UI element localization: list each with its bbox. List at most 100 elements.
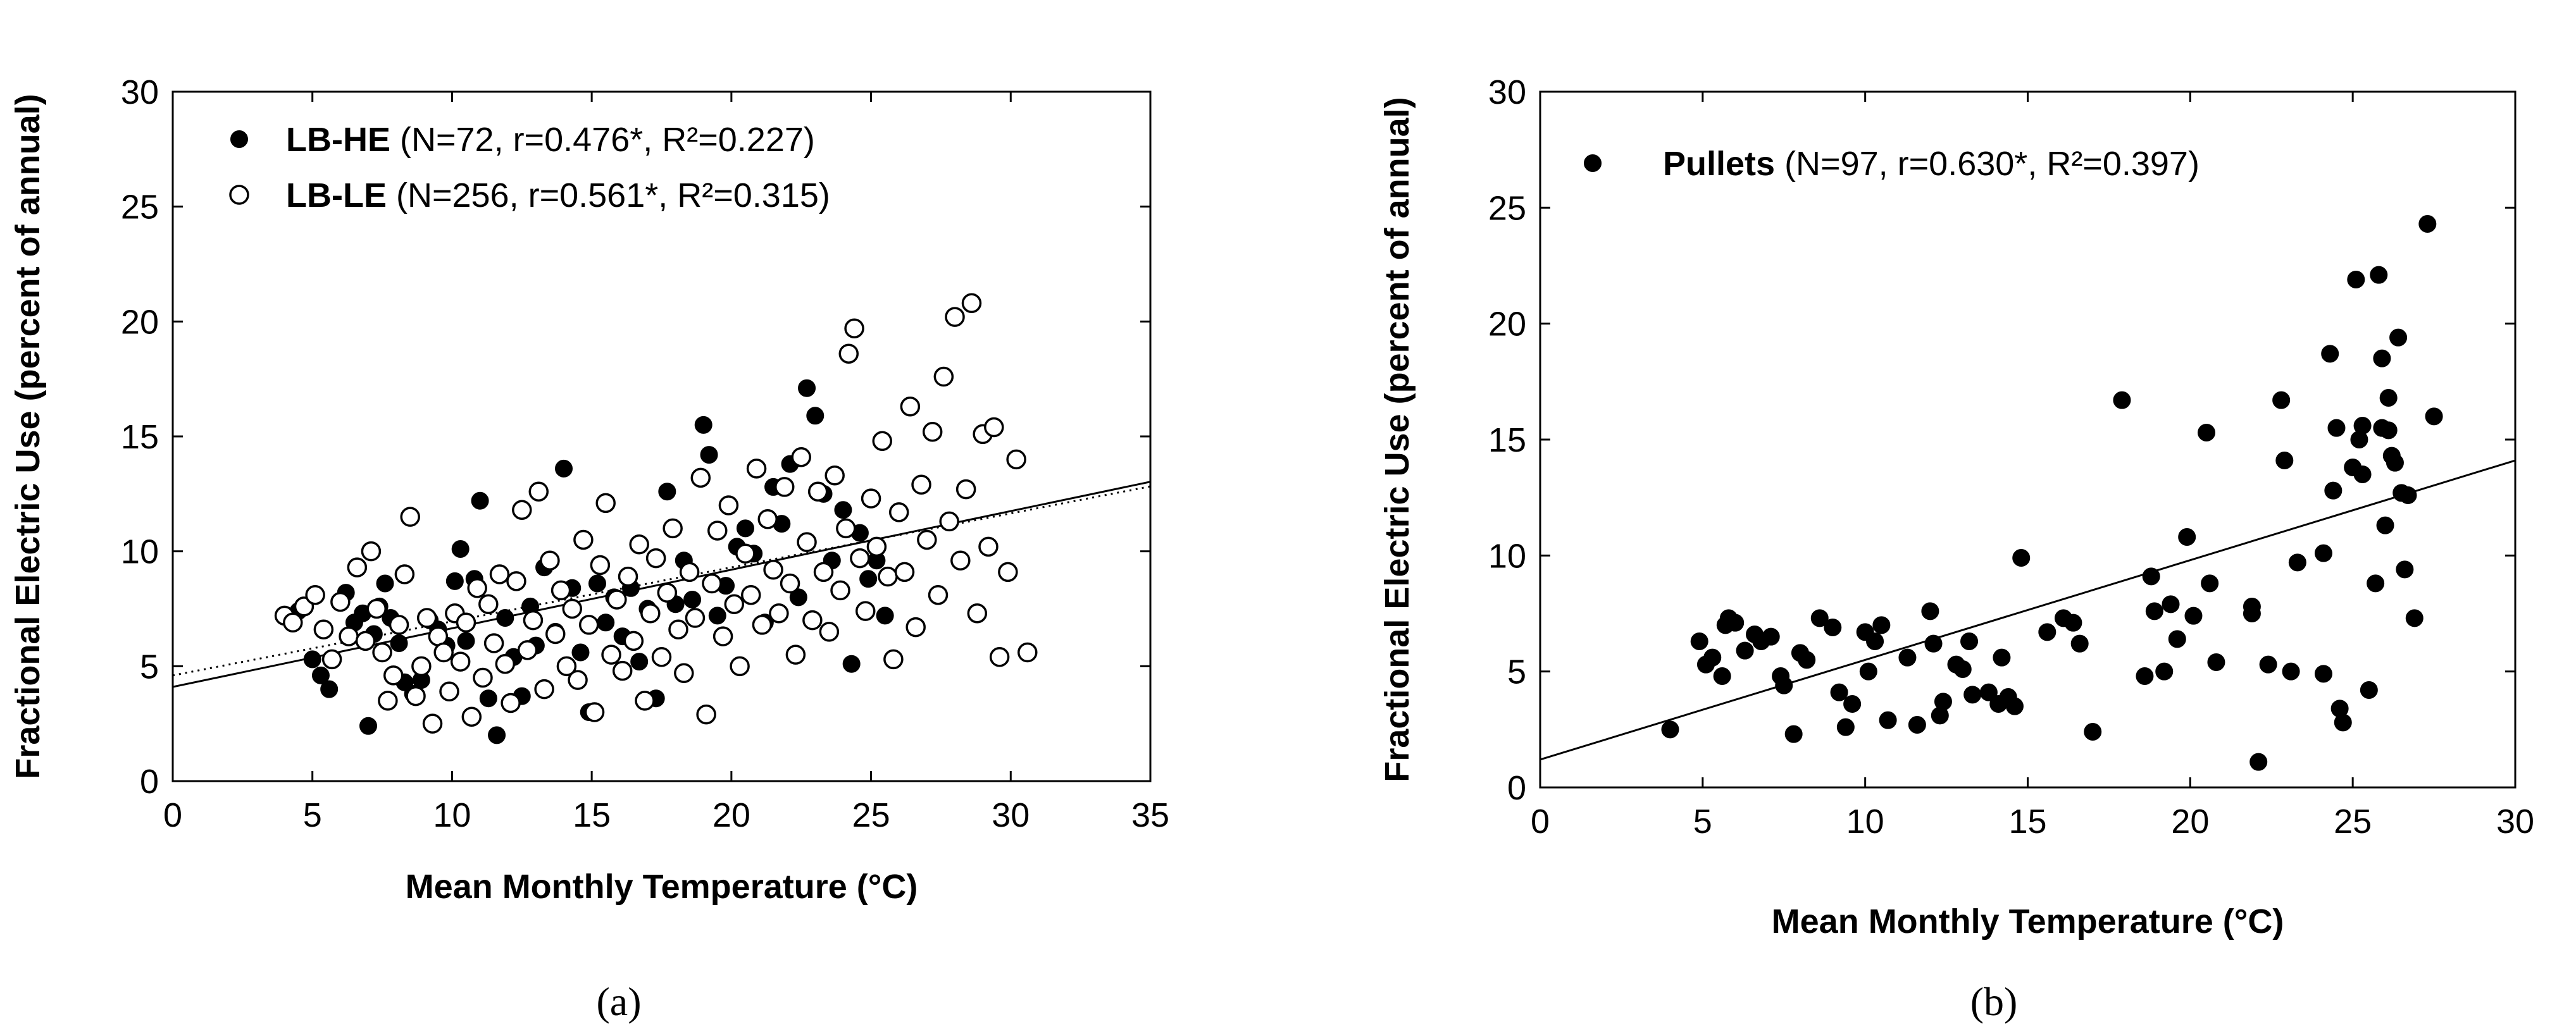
chart-a-lb-le-point — [339, 626, 359, 646]
chart-a-lb-le-point — [685, 608, 706, 628]
chart-a-lb-le-point — [523, 610, 544, 631]
chart-a-lb-he-point — [320, 680, 339, 698]
chart-a-lb-he-point — [798, 379, 816, 397]
chart-a-x-tick-label: 0 — [163, 796, 182, 834]
chart-a-lb-he-legend-label: LB-HE (N=72, r=0.476*, R²=0.227) — [286, 121, 815, 159]
chart-a-lb-he-point — [488, 726, 506, 744]
chart-b-pullets-point — [2207, 653, 2225, 671]
chart-a-lb-le-point — [922, 421, 943, 442]
chart-a-lb-he-point — [694, 416, 712, 434]
chart-a-lb-le-point — [668, 619, 688, 639]
chart-a-lb-le-point — [838, 343, 859, 364]
chart-b-pullets-legend-stats: (N=97, r=0.630*, R²=0.397) — [1775, 145, 2200, 183]
chart-a-lb-le-point — [989, 647, 1010, 667]
chart-b-pullets-point — [2012, 549, 2031, 567]
chart-a-lb-he-point — [700, 446, 718, 464]
chart-b-x-tick-label: 25 — [2334, 803, 2372, 841]
chart-a-lb-he-regression-line — [173, 485, 1150, 677]
chart-b-pullets-point — [2396, 560, 2414, 579]
chart-a-y-tick-label: 30 — [121, 73, 159, 111]
chart-a-lb-le-point — [950, 550, 971, 570]
chart-b-pullets-point — [2373, 349, 2391, 367]
chart-a-lb-le-point — [635, 691, 655, 711]
chart-a-lb-le-point — [690, 467, 711, 488]
chart-a-lb-le-point — [645, 548, 666, 569]
chart-a-lb-le-point — [578, 615, 599, 635]
chart-b-pullets-point — [2282, 662, 2300, 681]
chart-a-lb-le-point — [844, 318, 864, 338]
chart-b-x-axis-title: Mean Monthly Temperature (°C) — [1772, 903, 2284, 940]
chart-b-pullets-point — [2353, 466, 2372, 483]
chart-b-pullets-point — [1713, 667, 1731, 685]
chart-a-lb-le-legend-label: LB-LE (N=256, r=0.561*, R²=0.315) — [286, 176, 830, 214]
chart-b-pullets-point — [1690, 632, 1708, 650]
chart-a-lb-le-point — [883, 649, 904, 670]
chart-b-pullets-point — [2324, 481, 2343, 500]
chart-b-pullets-point — [1979, 683, 1998, 701]
chart-a-lb-le-point — [361, 541, 382, 562]
chart-a-lb-le-point — [416, 608, 437, 628]
chart-a-y-tick-label: 20 — [121, 303, 159, 341]
chart-b-pullets-point — [1798, 651, 1816, 669]
chart-a-x-axis-title: Mean Monthly Temperature (°C) — [406, 868, 918, 906]
chart-b-pullets-point — [1703, 648, 1722, 667]
chart-a-lb-le-point — [752, 615, 773, 635]
chart-b-pullets-point — [1726, 614, 1745, 632]
chart-a-lb-le-point — [461, 706, 482, 727]
chart-b-pullets-point — [1924, 634, 1943, 653]
chart-b-pullets-point — [2386, 453, 2404, 472]
chart-a-x-tick-label: 15 — [573, 796, 611, 834]
chart-a-lb-he-point — [471, 491, 489, 510]
chart-a-lb-le-point — [400, 507, 420, 527]
chart-a-lb-le-point — [473, 667, 493, 688]
chart-a-lb-le-legend-marker — [229, 185, 249, 205]
chart-a-lb-he-point — [630, 653, 649, 671]
chart-a-lb-le-point — [534, 679, 554, 700]
chart-a-lb-le-point — [601, 644, 621, 665]
chart-a-lb-le-point — [540, 550, 560, 570]
chart-a-lb-le-point — [640, 603, 661, 624]
chart-a-lb-le-point — [769, 603, 789, 624]
chart-b-pullets-point — [2201, 574, 2219, 593]
chart-a-lb-le-point — [746, 459, 767, 479]
chart-a-lb-le-point — [383, 665, 404, 686]
chart-a-lb-he-point — [479, 689, 497, 708]
chart-b-x-tick-label: 10 — [1846, 803, 1884, 841]
chart-a-lb-le-point — [313, 619, 334, 639]
chart-a-lb-le-legend-name: LB-LE — [286, 176, 387, 214]
chart-b-pullets-point — [2399, 486, 2417, 504]
chart-a-lb-le-point — [955, 479, 976, 500]
chart-b-pullets-point — [2334, 713, 2352, 732]
chart-b-pullets-point — [1993, 648, 2011, 667]
chart-b-pullets-point — [2425, 407, 2443, 426]
chart-b-pullets-point — [2070, 634, 2089, 653]
chart-a-lb-he-point — [708, 607, 726, 625]
chart-b-pullets-point — [1859, 662, 1877, 681]
chart-a-lb-le-point — [679, 562, 700, 583]
chart-b-y-tick-label: 10 — [1488, 537, 1526, 575]
chart-a-x-tick-label: 20 — [712, 796, 750, 834]
chart-a-lb-he-point — [876, 607, 894, 625]
chart-b-pullets-point — [2005, 697, 2024, 715]
chart-a-y-tick-label: 15 — [121, 418, 159, 456]
chart-b-pullets-legend-label: Pullets (N=97, r=0.630*, R²=0.397) — [1663, 145, 2200, 183]
chart-a-lb-le-point — [866, 536, 887, 557]
chart-a-lb-he-point — [842, 655, 861, 673]
chart-a-lb-le-point — [305, 584, 325, 605]
chart-a-lb-le-point — [433, 642, 454, 663]
chart-a-lb-le-point — [612, 660, 633, 681]
chart-a-lb-le-point — [378, 691, 398, 711]
chart-b-pullets-point — [2314, 544, 2332, 562]
chart-a-lb-he-point — [376, 574, 394, 593]
chart-a-lb-he-legend-stats: (N=72, r=0.476*, R²=0.227) — [390, 121, 815, 159]
chart-b-pullets-point — [2275, 452, 2294, 469]
chart-a-lb-le-point — [674, 663, 694, 683]
chart-a-lb-le-point — [928, 584, 949, 605]
chart-b-y-tick-label: 25 — [1488, 189, 1526, 227]
chart-a-lb-le-point — [573, 529, 594, 550]
chart-a-lb-le-point — [623, 631, 644, 651]
chart-a-lb-le-point — [900, 397, 921, 417]
chart-b-pullets-point — [1830, 683, 1848, 701]
chart-a-lb-le-point — [321, 649, 342, 670]
chart-b-x-tick-label: 15 — [2008, 803, 2046, 841]
